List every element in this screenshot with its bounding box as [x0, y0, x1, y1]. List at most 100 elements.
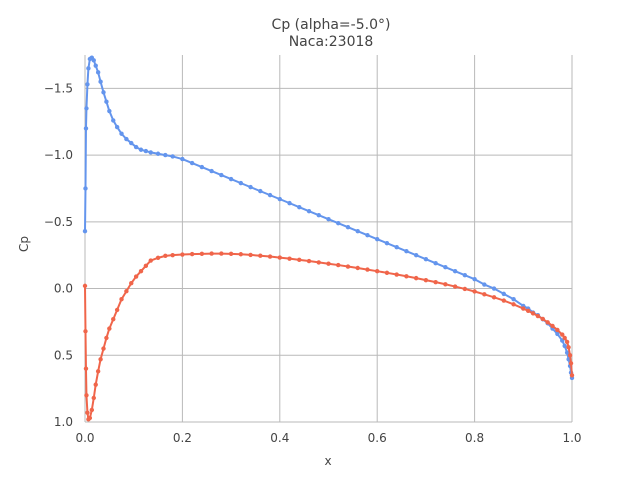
- data-point: [345, 264, 351, 269]
- y-tick-labels: −1.5 −1.0 −0.5 0.0 0.5 1.0: [44, 81, 73, 429]
- data-point: [133, 274, 139, 279]
- data-point: [138, 268, 144, 274]
- data-point: [107, 326, 112, 331]
- data-point: [569, 373, 575, 378]
- data-point: [82, 283, 88, 289]
- data-point: [511, 302, 516, 307]
- data-point: [209, 168, 214, 174]
- x-tick-label: 0.2: [173, 431, 192, 445]
- data-point: [511, 297, 516, 302]
- data-point: [540, 316, 545, 322]
- data-point: [566, 345, 571, 350]
- y-tick-label: −1.0: [44, 148, 73, 162]
- data-point: [452, 284, 458, 289]
- y-tick-label: −0.5: [44, 215, 73, 229]
- data-point: [98, 79, 103, 84]
- data-point: [326, 261, 331, 266]
- data-point: [83, 329, 88, 334]
- data-point: [564, 350, 570, 355]
- data-point: [82, 228, 88, 234]
- data-point: [433, 260, 438, 266]
- x-tick-label: 1.0: [562, 431, 581, 445]
- series-upper-surface: [82, 55, 575, 381]
- data-point: [384, 270, 390, 275]
- data-point: [336, 220, 341, 226]
- data-point: [133, 144, 139, 150]
- data-point: [219, 251, 224, 256]
- data-point: [326, 216, 331, 222]
- data-point: [101, 346, 106, 351]
- data-point: [462, 286, 468, 292]
- data-point: [567, 353, 573, 358]
- data-point: [375, 268, 380, 274]
- y-tick-label: 0.5: [54, 348, 73, 362]
- data-point: [394, 272, 399, 277]
- data-point: [491, 286, 497, 291]
- data-point: [84, 393, 89, 398]
- data-point: [199, 164, 205, 170]
- chart-subtitle: Naca:23018: [289, 34, 374, 50]
- data-point: [564, 339, 570, 345]
- data-point: [521, 306, 526, 311]
- data-point: [535, 313, 541, 319]
- data-point: [365, 232, 370, 238]
- data-point: [413, 275, 419, 281]
- data-point: [336, 262, 341, 268]
- data-point: [170, 252, 175, 258]
- data-point: [555, 331, 560, 337]
- data-point: [107, 108, 112, 114]
- data-point: [189, 251, 195, 257]
- data-point: [95, 70, 101, 75]
- data-point: [501, 291, 507, 297]
- data-point: [316, 260, 321, 265]
- data-point: [219, 172, 224, 178]
- x-axis-label: x: [324, 454, 331, 468]
- data-point: [482, 292, 487, 297]
- data-point: [119, 131, 124, 136]
- data-point: [148, 150, 153, 155]
- data-point: [124, 289, 129, 294]
- data-point: [228, 176, 234, 182]
- data-point: [413, 252, 419, 258]
- data-point: [163, 152, 168, 158]
- data-point: [267, 192, 273, 198]
- x-tick-label: 0.8: [465, 431, 484, 445]
- data-point: [443, 264, 448, 270]
- data-point: [472, 277, 477, 282]
- data-point: [443, 282, 448, 287]
- data-point: [91, 395, 96, 401]
- data-point: [287, 256, 292, 261]
- data-point: [433, 279, 438, 285]
- data-point: [545, 320, 550, 325]
- data-point: [83, 366, 89, 371]
- data-point: [85, 410, 90, 415]
- data-point: [91, 58, 96, 63]
- data-point: [482, 282, 487, 287]
- data-point: [170, 154, 175, 159]
- data-point: [199, 251, 205, 257]
- series-group: [82, 55, 575, 422]
- x-tick-label: 0.0: [75, 431, 94, 445]
- data-point: [423, 256, 429, 262]
- data-point: [143, 263, 149, 269]
- grid: [84, 55, 573, 423]
- data-point: [155, 151, 161, 156]
- data-point: [404, 274, 409, 279]
- data-point: [111, 118, 116, 123]
- data-point: [124, 136, 129, 142]
- data-point: [568, 361, 574, 366]
- data-point: [462, 273, 468, 278]
- data-point: [114, 124, 120, 130]
- data-point: [297, 257, 302, 263]
- data-point: [501, 298, 507, 303]
- x-tick-label: 0.6: [368, 431, 387, 445]
- data-point: [560, 332, 565, 337]
- data-point: [404, 248, 409, 254]
- data-point: [143, 148, 149, 154]
- data-point: [306, 258, 312, 264]
- data-point: [472, 289, 477, 294]
- data-point: [530, 311, 536, 316]
- y-axis-label: Cp: [17, 236, 31, 252]
- data-point: [258, 253, 263, 258]
- data-point: [345, 224, 351, 230]
